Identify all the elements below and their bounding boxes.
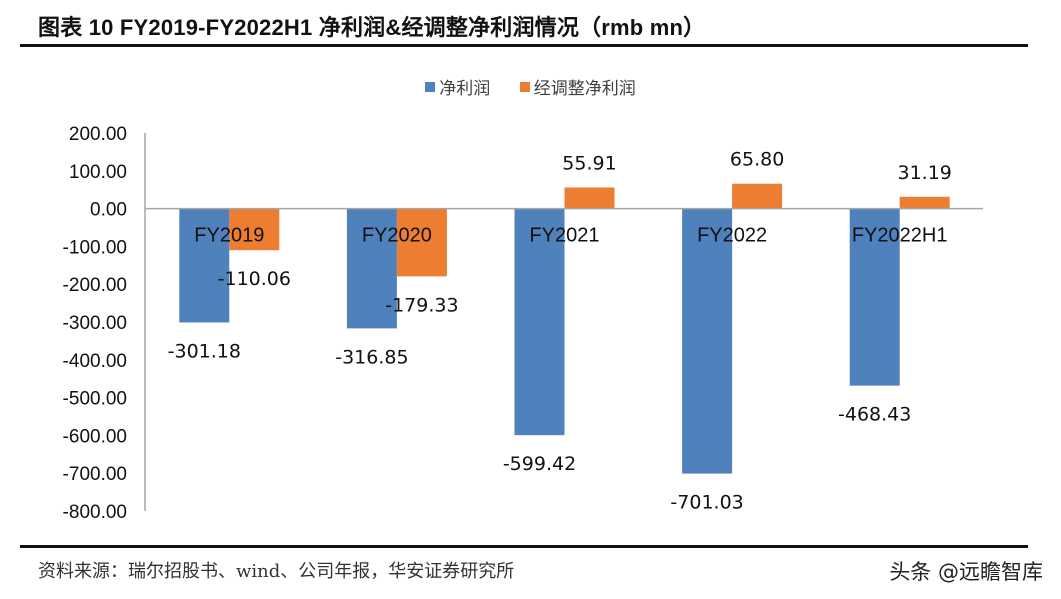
bar-net-profit [179, 208, 230, 323]
data-label: -599.42 [503, 453, 576, 475]
y-tick-label: -700.00 [63, 464, 127, 485]
chart-title: 图表 10 FY2019-FY2022H1 净利润&经调整净利润情况（rmb m… [38, 15, 706, 40]
data-label: 55.91 [562, 152, 616, 174]
bar-adjusted-net-profit [732, 183, 783, 209]
data-label: 65.80 [730, 149, 784, 171]
y-tick-label: -100.00 [63, 237, 127, 258]
y-tick-label: -300.00 [63, 313, 127, 334]
y-tick-label: 200.00 [69, 124, 127, 145]
title-divider [20, 44, 1028, 47]
legend-swatch-icon [519, 81, 530, 92]
y-axis-ticks: 200.00 100.00 0.00 -100.00 -200.00 -300.00 -40… [63, 124, 127, 523]
x-axis-labels: FY2019 FY2020 FY2021 FY2022 FY2022H1 [194, 225, 947, 247]
legend-label: 经调整净利润 [533, 79, 636, 99]
bar-net-profit [682, 208, 733, 474]
bar-net-profit [514, 208, 565, 436]
watermark: 头条 @远瞻智库 [889, 560, 1043, 584]
legend-item-adjusted-net-profit: 经调整净利润 [519, 74, 636, 99]
y-tick-label: -600.00 [63, 426, 127, 447]
bar-net-profit [849, 208, 900, 386]
footer-divider [20, 545, 1028, 548]
x-category-label: FY2021 [529, 225, 599, 247]
data-label: -701.03 [670, 492, 743, 514]
data-label: -110.06 [218, 268, 291, 290]
x-category-label: FY2019 [194, 225, 264, 247]
data-label: -301.18 [168, 340, 241, 362]
data-labels: -301.18 -110.06 -316.85 -179.33 -599.42 55.91… [168, 149, 952, 514]
y-tick-label: 100.00 [69, 162, 127, 183]
legend-swatch-icon [425, 81, 436, 92]
data-label: -468.43 [838, 404, 911, 426]
legend: 净利润 经调整净利润 [0, 74, 1061, 99]
x-category-label: FY2022 [697, 225, 767, 247]
legend-item-net-profit: 净利润 [425, 74, 490, 99]
bar-adjusted-net-profit [229, 208, 280, 251]
bar-adjusted-net-profit [396, 208, 447, 277]
x-category-label: FY2022H1 [852, 225, 948, 247]
y-tick-label: -500.00 [63, 389, 127, 410]
legend-label: 净利润 [439, 79, 491, 99]
x-category-label: FY2020 [362, 225, 432, 247]
data-label: -316.85 [335, 346, 408, 368]
y-tick-label: 0.00 [90, 200, 127, 221]
bar-net-profit [346, 208, 397, 329]
data-label: 31.19 [897, 162, 951, 184]
bar-adjusted-net-profit [899, 196, 950, 209]
bars [179, 183, 950, 474]
y-tick-label: -200.00 [63, 275, 127, 296]
y-tick-label: -800.00 [63, 502, 127, 523]
bar-adjusted-net-profit [564, 187, 615, 209]
source-note: 资料来源：瑞尔招股书、wind、公司年报，华安证券研究所 [38, 561, 515, 582]
y-tick-label: -400.00 [63, 351, 127, 372]
data-label: -179.33 [385, 294, 458, 316]
